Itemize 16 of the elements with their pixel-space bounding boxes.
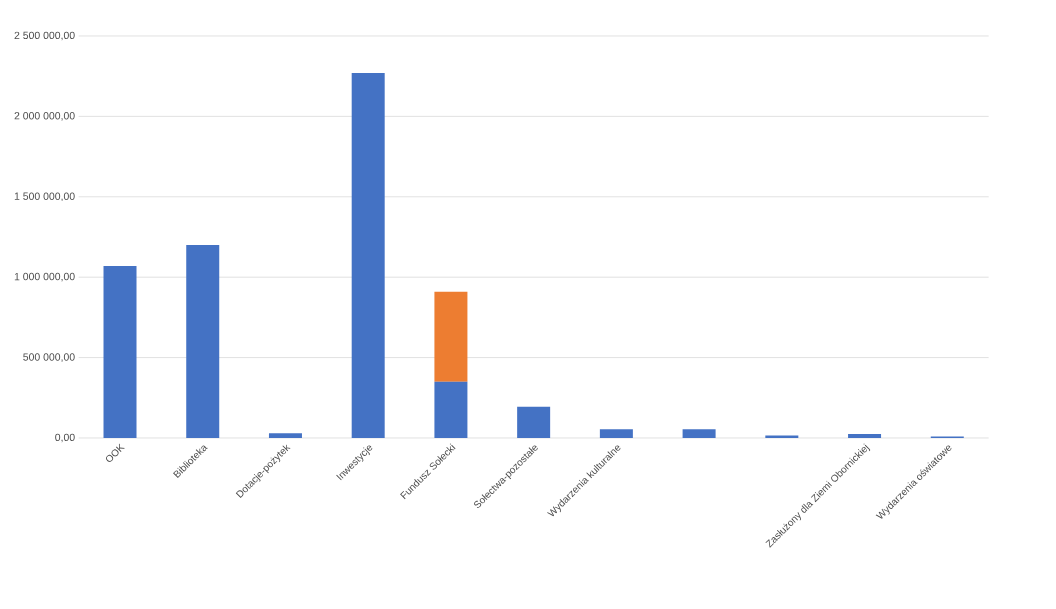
bar [103,265,137,438]
y-tick-label: 1 500 000,00 [14,192,75,202]
bar [434,381,468,438]
bar [517,406,551,438]
y-tick-label: 2 500 000,00 [14,31,75,41]
y-tick-label: 2 000 000,00 [14,112,75,121]
y-tick-label: 500 000,00 [23,353,75,362]
bar [186,245,220,438]
y-tick-label: 0,00 [55,433,75,443]
y-tick-label: 1 000 000,00 [14,272,75,282]
bar [682,429,716,438]
bar [434,291,468,382]
bar [351,72,385,438]
bar [599,429,633,438]
bar [268,433,302,438]
bar [848,433,882,438]
